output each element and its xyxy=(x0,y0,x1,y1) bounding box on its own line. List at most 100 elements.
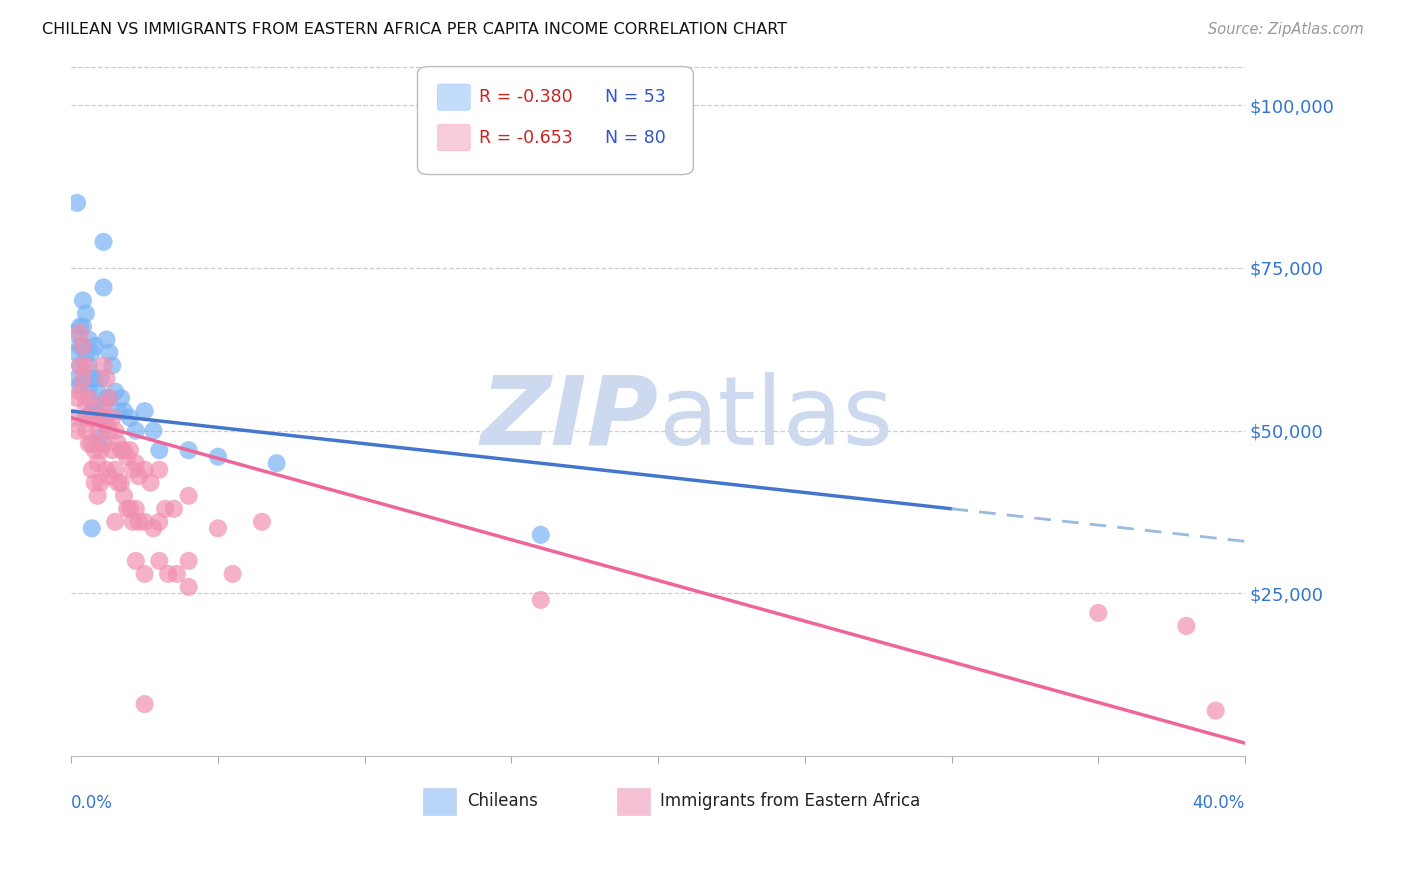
Point xyxy=(93,280,115,294)
Point xyxy=(66,391,89,405)
Point xyxy=(90,410,112,425)
Point xyxy=(98,345,121,359)
Point xyxy=(66,424,89,438)
Point xyxy=(98,391,121,405)
Point xyxy=(107,475,129,490)
Point xyxy=(118,443,141,458)
Point xyxy=(66,345,89,359)
Point xyxy=(75,371,97,385)
Point xyxy=(80,371,103,385)
Point xyxy=(69,339,91,353)
Point xyxy=(98,391,121,405)
Point xyxy=(93,398,115,412)
Point xyxy=(93,235,115,249)
Point xyxy=(134,697,156,711)
Point xyxy=(112,489,135,503)
Point xyxy=(121,463,143,477)
Point xyxy=(101,410,124,425)
Point xyxy=(75,424,97,438)
Point xyxy=(77,333,100,347)
Point xyxy=(110,475,132,490)
Point xyxy=(128,515,150,529)
Point xyxy=(221,566,243,581)
Point xyxy=(121,515,143,529)
Point xyxy=(530,593,553,607)
Point xyxy=(77,359,100,373)
Point xyxy=(69,326,91,340)
Point xyxy=(80,404,103,418)
Point xyxy=(112,404,135,418)
Text: R = -0.380: R = -0.380 xyxy=(478,88,572,106)
Point xyxy=(90,475,112,490)
Point xyxy=(77,436,100,450)
Point xyxy=(75,306,97,320)
Point xyxy=(86,436,108,450)
Point xyxy=(96,371,118,385)
Point xyxy=(112,443,135,458)
Point xyxy=(104,424,127,438)
Point xyxy=(77,384,100,399)
Point xyxy=(72,339,94,353)
Point xyxy=(104,463,127,477)
Text: atlas: atlas xyxy=(658,372,893,465)
Point xyxy=(86,456,108,470)
Point xyxy=(148,443,170,458)
Point xyxy=(90,430,112,444)
Point xyxy=(142,424,165,438)
Point xyxy=(90,443,112,458)
Point xyxy=(134,566,156,581)
Point xyxy=(163,501,186,516)
Point xyxy=(177,489,200,503)
Point xyxy=(63,326,86,340)
Point xyxy=(104,384,127,399)
Point xyxy=(83,410,105,425)
Point xyxy=(80,345,103,359)
Point xyxy=(75,345,97,359)
Point xyxy=(530,528,553,542)
Point xyxy=(83,339,105,353)
Point xyxy=(83,443,105,458)
Text: R = -0.653: R = -0.653 xyxy=(478,128,572,146)
Point xyxy=(250,515,273,529)
Point xyxy=(75,410,97,425)
Text: 0.0%: 0.0% xyxy=(72,795,112,813)
Point xyxy=(118,501,141,516)
Point xyxy=(93,436,115,450)
Point xyxy=(177,580,200,594)
Text: N = 53: N = 53 xyxy=(606,88,666,106)
Point xyxy=(72,319,94,334)
Point xyxy=(134,463,156,477)
Point xyxy=(1205,704,1227,718)
Point xyxy=(93,359,115,373)
Point xyxy=(125,501,148,516)
Point xyxy=(69,378,91,392)
Point xyxy=(96,417,118,432)
Point xyxy=(86,424,108,438)
Point xyxy=(142,521,165,535)
Point xyxy=(86,489,108,503)
Point xyxy=(1087,606,1109,620)
Point xyxy=(72,339,94,353)
Point xyxy=(207,521,229,535)
FancyBboxPatch shape xyxy=(423,788,456,815)
Point xyxy=(63,410,86,425)
Point xyxy=(77,410,100,425)
Point xyxy=(72,371,94,385)
Point xyxy=(139,475,162,490)
Point xyxy=(80,463,103,477)
Point xyxy=(125,456,148,470)
Text: Chileans: Chileans xyxy=(467,792,537,811)
Point xyxy=(80,521,103,535)
Point xyxy=(1175,619,1198,633)
Point xyxy=(96,333,118,347)
Point xyxy=(148,515,170,529)
Point xyxy=(83,475,105,490)
Text: 40.0%: 40.0% xyxy=(1192,795,1246,813)
Point xyxy=(75,359,97,373)
Point xyxy=(66,195,89,210)
FancyBboxPatch shape xyxy=(437,124,471,151)
Point xyxy=(177,554,200,568)
Point xyxy=(98,424,121,438)
Point xyxy=(125,424,148,438)
Point xyxy=(128,469,150,483)
